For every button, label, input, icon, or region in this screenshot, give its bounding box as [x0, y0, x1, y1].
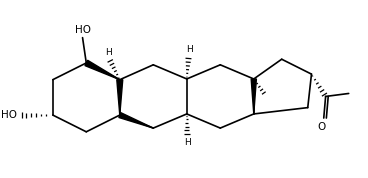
Polygon shape — [117, 80, 123, 115]
Text: HO: HO — [1, 110, 17, 120]
Text: O: O — [318, 122, 326, 132]
Polygon shape — [251, 79, 256, 114]
Text: H: H — [105, 48, 112, 57]
Text: H: H — [186, 45, 193, 54]
Text: H: H — [184, 138, 191, 147]
Text: HO: HO — [75, 25, 91, 35]
Polygon shape — [85, 60, 120, 80]
Polygon shape — [119, 113, 153, 128]
